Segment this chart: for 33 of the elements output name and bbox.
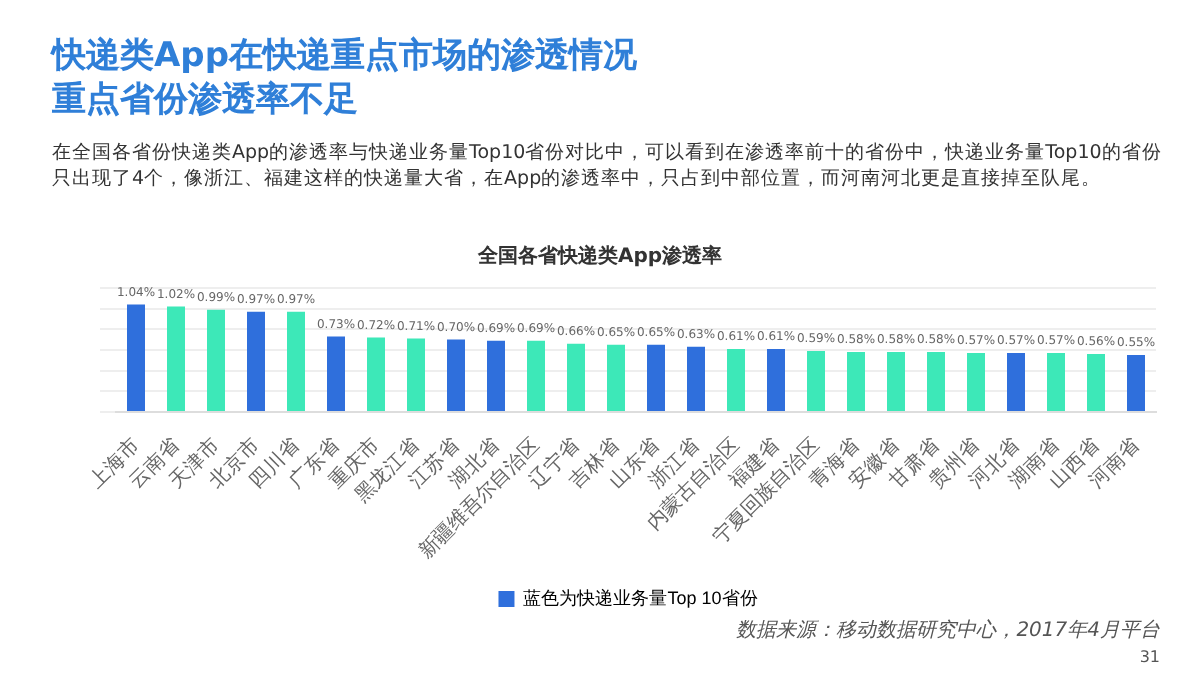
bar [207, 309, 225, 411]
bar [927, 352, 945, 411]
bar [567, 343, 585, 411]
bar [287, 311, 305, 411]
bar [967, 353, 985, 411]
text: 在全国各省份快递类App的渗透率与快递业务量Top10省份对比中，可以看到在渗透率前十的省份中，快递业务量Top10的省份只出现了4个，像浙江、福建这样的快递量大省，在App的渗透率中，只占到中部位置，而河南河北更是直接掉至队尾。 [52, 140, 1162, 192]
bar [367, 337, 385, 411]
bar [647, 344, 665, 411]
bar [487, 340, 505, 411]
bar [167, 306, 185, 411]
text: 31 [1139, 648, 1160, 666]
bar [687, 346, 705, 411]
bar [1087, 354, 1105, 411]
bar [807, 350, 825, 411]
bar [407, 338, 425, 411]
legend-label: 蓝色为快递业务量Top 10省份 [523, 587, 758, 608]
bar [247, 311, 265, 411]
source-note: 数据来源：移动数据研究中心，2017年4月平台 [736, 617, 1160, 644]
chart-title: 快递类App在快递重点市场的渗透情况 [52, 34, 637, 78]
bar [887, 352, 905, 411]
bar [1007, 353, 1025, 411]
bar [327, 336, 345, 411]
chart-subtitle: 重点省份渗透率不足 [52, 78, 358, 122]
text: 全国各省快递类App渗透率 [475, 242, 725, 270]
bar [1127, 355, 1145, 411]
bar [527, 340, 545, 411]
bar [447, 339, 465, 411]
bar [767, 348, 785, 411]
bar [607, 344, 625, 411]
bar [127, 304, 145, 411]
bar [847, 352, 865, 411]
bar [727, 348, 745, 411]
bar [1047, 353, 1065, 411]
